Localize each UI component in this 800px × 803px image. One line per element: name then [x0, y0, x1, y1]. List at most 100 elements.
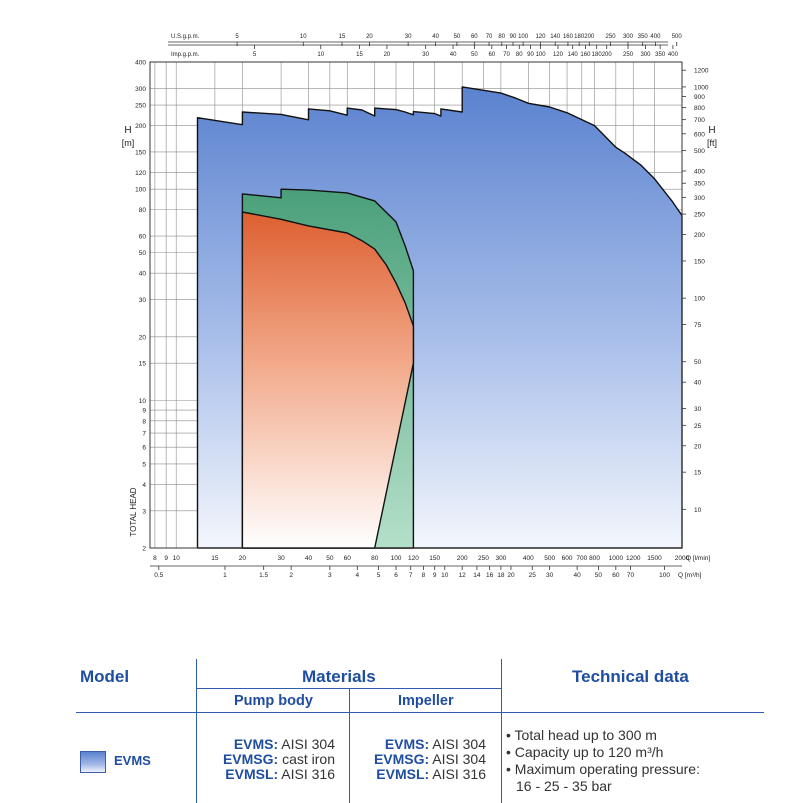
body-model-0: EVMS: [233, 736, 279, 752]
y-right-tick-4: 30 [694, 406, 702, 413]
x-m3h-tick-7: 6 [394, 572, 398, 579]
y-left-tick-19: 200 [135, 123, 146, 130]
x-lmin-tick-14: 250 [478, 555, 489, 562]
x-lmin-tick-13: 200 [457, 555, 468, 562]
x-lmin-tick-0: 8 [153, 555, 157, 562]
y-left-tick-3: 5 [142, 461, 146, 468]
x-m3h-tick-9: 8 [422, 572, 426, 579]
x-m3h-tick-21: 60 [612, 572, 620, 579]
x-impgpm-tick-10: 90 [527, 52, 534, 58]
body-material-0: AISI 304 [278, 736, 335, 752]
pump-body-header: Pump body [234, 693, 313, 709]
x-m3h-tick-10: 9 [433, 572, 437, 579]
divider-v1 [196, 659, 197, 803]
x-usgpm-tick-14: 160 [563, 34, 574, 40]
x-lmin-tick-4: 20 [239, 555, 247, 562]
imp-model-0: EVMS: [384, 736, 430, 752]
x-usgpm-label: U.S.g.p.m. [171, 34, 200, 40]
y-left-tick-13: 50 [139, 250, 147, 257]
y-left-tick-0: 2 [142, 546, 146, 553]
plot-frame [149, 61, 683, 549]
x-impgpm-tick-2: 15 [356, 52, 363, 58]
x-usgpm-tick-11: 100 [518, 34, 529, 40]
y-right-tick-15: 500 [694, 148, 705, 155]
imp-model-2: EVMSL: [376, 766, 430, 782]
curves [196, 86, 683, 549]
x-usgpm-tick-20: 400 [650, 34, 661, 40]
y-left-tick-12: 40 [139, 271, 147, 278]
y-left-tick-2: 4 [142, 482, 146, 489]
x-impgpm-tick-14: 160 [580, 52, 591, 58]
y-left-tick-17: 120 [135, 170, 146, 177]
x-m3h-label: Q [m³/h] [678, 572, 702, 579]
x-usgpm-tick-10: 90 [510, 34, 517, 40]
model-header: Model [80, 667, 130, 686]
y-left-tick-22: 400 [135, 60, 146, 67]
y-left-label: H [124, 125, 131, 136]
x-lmin-tick-10: 100 [391, 555, 402, 562]
y-right-tick-12: 300 [694, 195, 705, 202]
x-lmin-tick-20: 800 [589, 555, 600, 562]
x-impgpm-tick-8: 70 [503, 52, 510, 58]
impeller-header: Impeller [398, 693, 454, 709]
x-m3h-tick-12: 12 [459, 572, 467, 579]
x-usgpm-tick-5: 40 [432, 34, 439, 40]
y-left-tick-14: 60 [139, 234, 147, 241]
x-usgpm-tick-12: 120 [535, 34, 546, 40]
y-left-tick-6: 8 [142, 418, 146, 425]
pump-body-materials: EVMS: AISI 304 EVMSG: cast iron EVMSL: A… [220, 737, 335, 782]
x-usgpm-tick-16: 200 [584, 34, 595, 40]
tech-line-1: • Capacity up to 120 m³/h [506, 744, 664, 760]
x-lmin-tick-19: 700 [576, 555, 587, 562]
imp-material-2: AISI 316 [429, 766, 486, 782]
y-right-tick-0: 10 [694, 507, 702, 514]
x-impgpm-label: Imp.g.p.m. [171, 52, 200, 58]
y-left-tick-10: 20 [139, 334, 147, 341]
materials-header: Materials [302, 667, 376, 686]
x-lmin-tick-8: 60 [344, 555, 352, 562]
y-right-tick-1: 15 [694, 470, 702, 477]
y-left-title: TOTAL HEAD [129, 487, 138, 536]
x-impgpm-tick-20: 400 [668, 52, 679, 58]
x-usgpm-tick-6: 50 [454, 34, 461, 40]
x-lmin-tick-9: 80 [371, 555, 379, 562]
x-impgpm-tick-5: 40 [450, 52, 457, 58]
x-m3h-tick-19: 40 [574, 572, 582, 579]
x-impgpm-tick-16: 200 [602, 52, 613, 58]
x-m3h-tick-4: 3 [328, 572, 332, 579]
x-usgpm-tick-21: 500 [672, 34, 683, 40]
y-left-tick-11: 30 [139, 297, 147, 304]
body-model-1: EVMSG: [222, 751, 279, 767]
x-m3h-tick-0: 0.5 [154, 572, 163, 579]
x-usgpm-tick-0: 5 [235, 34, 239, 40]
x-m3h-tick-13: 14 [473, 572, 481, 579]
y-right-tick-14: 400 [694, 168, 705, 175]
x-impgpm-tick-9: 80 [516, 52, 523, 58]
tech-line-0: • Total head up to 300 m [506, 727, 657, 743]
model-evms: EVMS [114, 753, 151, 768]
y-right-tick-10: 200 [694, 232, 705, 239]
x-lmin-tick-1: 9 [164, 555, 168, 562]
divider-v2 [501, 659, 502, 803]
x-usgpm-tick-1: 10 [300, 34, 307, 40]
y-right-tick-18: 800 [694, 105, 705, 112]
x-impgpm-tick-15: 180 [592, 52, 603, 58]
y-right-tick-6: 50 [694, 359, 702, 366]
y-left-tick-9: 15 [139, 361, 147, 368]
x-m3h-tick-6: 5 [377, 572, 381, 579]
series-area-evmsl [241, 211, 415, 549]
x-impgpm-tick-3: 20 [384, 52, 391, 58]
x-usgpm-tick-8: 70 [486, 34, 493, 40]
x-m3h-tick-14: 16 [486, 572, 494, 579]
x-m3h-tick-20: 50 [595, 572, 603, 579]
body-model-2: EVMSL: [225, 766, 279, 782]
y-right-tick-8: 100 [694, 296, 705, 303]
x-lmin-tick-6: 40 [305, 555, 313, 562]
x-lmin-tick-15: 300 [495, 555, 506, 562]
impeller-materials: EVMS: AISI 304 EVMSG: AISI 304 EVMSL: AI… [368, 737, 486, 782]
x-m3h-tick-3: 2 [289, 572, 293, 579]
x-m3h-tick-17: 25 [529, 572, 537, 579]
divider-v3 [349, 689, 350, 803]
y-left-tick-15: 80 [139, 207, 147, 214]
y-left-tick-21: 300 [135, 86, 146, 93]
